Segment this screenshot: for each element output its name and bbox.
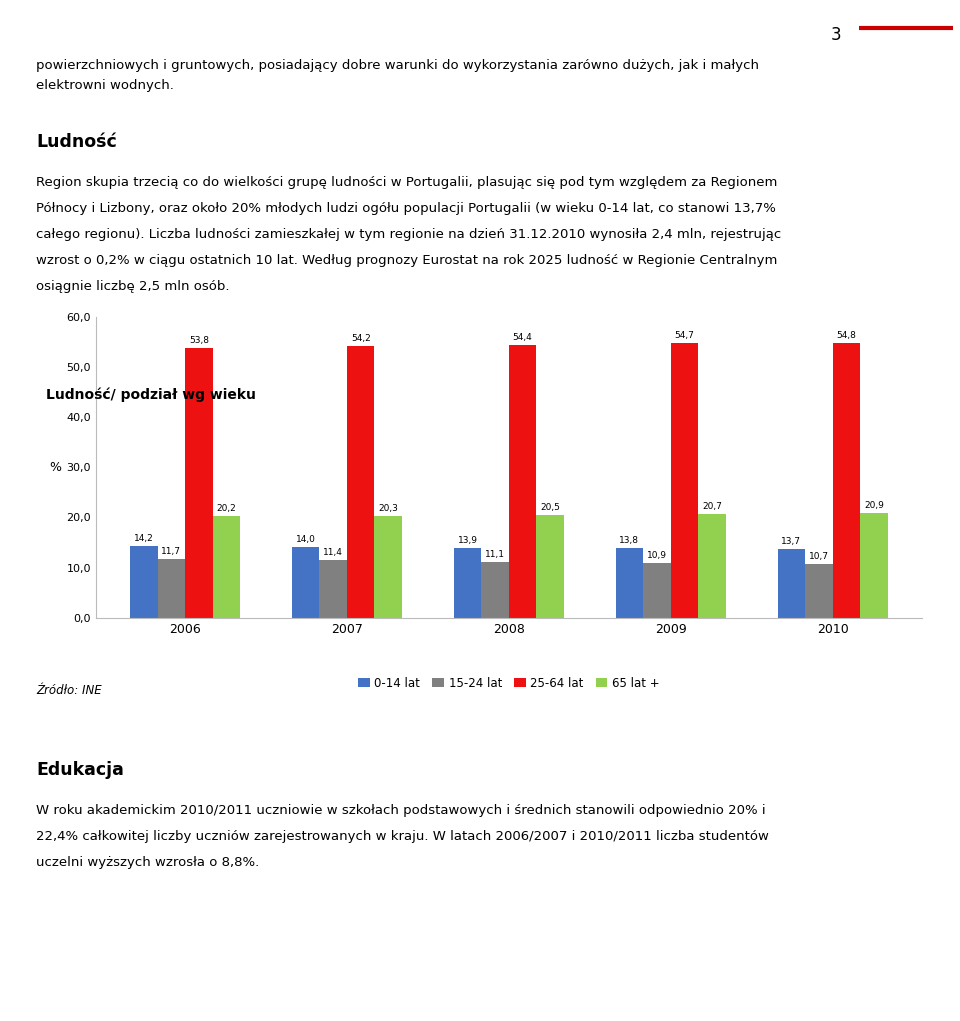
Bar [481, 562, 509, 618]
Text: 14,2: 14,2 [133, 534, 154, 543]
Bar [537, 515, 564, 618]
Text: W roku akademickim 2010/2011 uczniowie w szkołach podstawowych i średnich stanow: W roku akademickim 2010/2011 uczniowie w… [36, 804, 766, 817]
Text: uczelni wyższych wzrosła o 8,8%.: uczelni wyższych wzrosła o 8,8%. [36, 856, 260, 869]
Bar [805, 564, 832, 618]
Text: 13,9: 13,9 [458, 536, 477, 545]
Text: Ludność/ podział wg wieku: Ludność/ podział wg wieku [46, 388, 256, 402]
Bar [778, 549, 805, 618]
Text: 53,8: 53,8 [189, 336, 208, 345]
Text: Źródło: INE: Źródło: INE [36, 684, 102, 697]
Bar [671, 343, 698, 618]
Text: 20,5: 20,5 [540, 502, 560, 512]
Text: wzrost o 0,2% w ciągu ostatnich 10 lat. Według prognozy Eurostat na rok 2025 lud: wzrost o 0,2% w ciągu ostatnich 10 lat. … [36, 254, 778, 268]
Text: 14,0: 14,0 [296, 535, 316, 544]
Text: 22,4% całkowitej liczby uczniów zarejestrowanych w kraju. W latach 2006/2007 i 2: 22,4% całkowitej liczby uczniów zarejest… [36, 830, 769, 842]
Text: 10,9: 10,9 [647, 551, 667, 560]
Bar [292, 547, 320, 618]
Text: 20,2: 20,2 [216, 504, 236, 514]
Bar [212, 517, 240, 618]
Text: Region skupia trzecią co do wielkości grupę ludności w Portugalii, plasując się : Region skupia trzecią co do wielkości gr… [36, 176, 778, 189]
Text: całego regionu). Liczba ludności zamieszkałej w tym regionie na dzień 31.12.2010: całego regionu). Liczba ludności zamiesz… [36, 228, 781, 241]
Bar [698, 514, 726, 618]
Y-axis label: %: % [49, 460, 61, 474]
Text: 20,9: 20,9 [864, 500, 884, 509]
Text: 20,3: 20,3 [378, 503, 398, 513]
Bar [615, 548, 643, 618]
Legend: 0-14 lat, 15-24 lat, 25-64 lat, 65 lat +: 0-14 lat, 15-24 lat, 25-64 lat, 65 lat + [353, 672, 664, 694]
Text: 11,1: 11,1 [485, 550, 505, 558]
Text: 54,2: 54,2 [350, 334, 371, 343]
Text: 10,7: 10,7 [809, 552, 828, 561]
Bar [374, 516, 402, 618]
Bar [860, 513, 888, 618]
Bar [185, 347, 212, 618]
Bar [347, 346, 374, 618]
Text: Edukacja: Edukacja [36, 761, 125, 779]
Text: osiągnie liczbę 2,5 mln osób.: osiągnie liczbę 2,5 mln osób. [36, 281, 230, 293]
Text: 11,4: 11,4 [324, 548, 343, 557]
Text: 3: 3 [830, 26, 841, 44]
Bar [643, 563, 671, 618]
Bar [509, 345, 537, 618]
Bar [157, 558, 185, 618]
Text: powierzchniowych i gruntowych, posiadający dobre warunki do wykorzystania zarówn: powierzchniowych i gruntowych, posiadają… [36, 59, 759, 72]
Text: Północy i Lizbony, oraz około 20% młodych ludzi ogółu populacji Portugalii (w wi: Północy i Lizbony, oraz około 20% młodyc… [36, 202, 777, 214]
Text: 54,8: 54,8 [836, 331, 856, 340]
Text: 20,7: 20,7 [702, 501, 722, 510]
Bar [130, 546, 157, 618]
Bar [454, 548, 481, 618]
Text: 54,7: 54,7 [675, 331, 694, 340]
Text: 54,4: 54,4 [513, 333, 533, 342]
Text: Ludność: Ludność [36, 133, 117, 151]
Text: elektrowni wodnych.: elektrowni wodnych. [36, 79, 175, 92]
Bar [832, 343, 860, 618]
Bar [320, 561, 347, 618]
Text: 11,7: 11,7 [161, 547, 181, 556]
Text: 13,8: 13,8 [619, 536, 639, 545]
Text: 13,7: 13,7 [781, 537, 802, 546]
